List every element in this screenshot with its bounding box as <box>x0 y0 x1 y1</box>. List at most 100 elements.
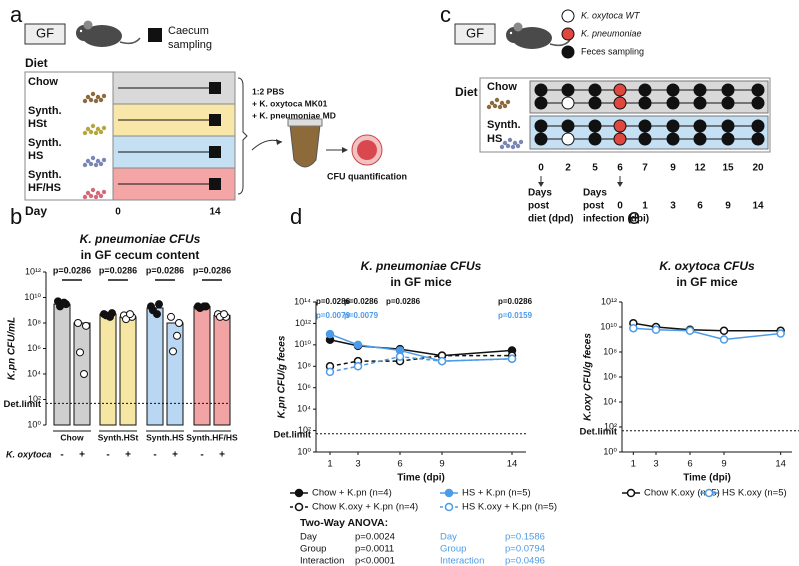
anova-p: p<0.0001 <box>355 556 395 566</box>
diet-name: Chow <box>487 81 517 93</box>
data-point <box>629 323 638 333</box>
data-point <box>74 319 82 327</box>
sampling-dot <box>534 96 548 110</box>
data-point <box>719 335 729 344</box>
pellet <box>93 98 99 104</box>
y-tick-label: 10⁴ <box>297 404 311 414</box>
legend-marker <box>444 502 454 512</box>
y-tick-label: 10⁴ <box>27 368 41 378</box>
sampling-dot <box>638 96 652 110</box>
sampling-mark <box>209 82 221 94</box>
chart-subtitle: in GF mice <box>390 275 452 289</box>
pellet <box>518 139 524 145</box>
dpi-tick: 14 <box>752 201 764 212</box>
p-value: p=0.0286 <box>53 265 91 275</box>
pellet <box>90 123 96 129</box>
sampling-dot <box>613 83 627 97</box>
pellet <box>505 99 511 105</box>
y-tick-label: 10¹² <box>601 296 617 306</box>
day-tick: 20 <box>752 163 764 174</box>
legend-dot <box>561 9 575 23</box>
mouse-body <box>82 25 122 47</box>
gf-label: GF <box>466 25 484 40</box>
x-axis-label: Time (dpi) <box>683 473 731 484</box>
pellet <box>98 97 104 103</box>
pellet <box>502 140 508 146</box>
x-tick-label: 6 <box>397 459 402 470</box>
y-tick-label: 10¹⁴ <box>294 296 311 306</box>
legend-text: Chow K.oxy (n=5) <box>644 488 720 499</box>
chart-subtitle: in GF cecum content <box>81 248 200 262</box>
y-tick-label: 10⁶ <box>297 382 311 392</box>
sampling-dot <box>666 132 680 146</box>
y-tick-label: 10⁰ <box>297 446 311 456</box>
y-tick-label: 10¹⁰ <box>600 321 617 331</box>
dpi-tick: 1 <box>642 201 648 212</box>
anova-term: Day <box>440 532 457 543</box>
mouse-body <box>512 27 552 49</box>
panel-letter: c <box>440 2 451 27</box>
bar <box>99 313 117 426</box>
x-tick-label: + <box>219 450 225 461</box>
legend-dot <box>561 45 575 59</box>
dpi-tick: 0 <box>617 201 623 212</box>
data-point <box>776 329 785 338</box>
group-label: Synth.HF/HS <box>186 432 238 442</box>
y-tick-label: 10⁶ <box>27 343 41 353</box>
arrow-head <box>538 182 544 187</box>
x-tick-label: 1 <box>631 459 636 470</box>
bracket <box>237 77 248 195</box>
data-point <box>437 356 447 366</box>
pellet <box>98 193 104 199</box>
anova-term: Group <box>440 544 466 555</box>
pellet <box>90 187 96 193</box>
legend-text: Feces sampling <box>581 46 644 56</box>
p-value: p=0.0286 <box>193 265 231 275</box>
group-label: Synth.HS <box>146 432 184 442</box>
pellet <box>82 130 88 136</box>
dpd-label: Days <box>528 188 552 199</box>
bar <box>53 303 71 426</box>
data-point <box>60 298 68 307</box>
pellet <box>515 143 521 149</box>
y-axis-label: K.pn CFU/mL <box>7 317 18 380</box>
pellet <box>499 144 505 150</box>
inoculum-text: 1:2 PBS <box>252 86 284 96</box>
panel-letter: b <box>10 204 22 229</box>
data-point <box>106 312 114 321</box>
y-tick-label: 10¹⁰ <box>294 339 311 349</box>
sampling-dot <box>751 132 765 146</box>
day-tick: 12 <box>694 163 706 174</box>
pellet <box>101 189 107 195</box>
p-value: p=0.0286 <box>344 297 379 306</box>
pellet <box>85 126 91 132</box>
sampling-dot <box>561 119 575 133</box>
sampling-dot <box>588 119 602 133</box>
det-label: Det.limit <box>580 426 618 437</box>
data-point <box>220 310 228 319</box>
sampling-dot <box>638 83 652 97</box>
sampling-dot <box>613 96 627 110</box>
anova-term: Group <box>300 544 326 555</box>
petri-inner <box>357 140 377 160</box>
sampling-dot <box>751 83 765 97</box>
chart-title: K. oxytoca CFUs <box>659 259 755 273</box>
diet-name: HS <box>487 133 502 145</box>
pellet <box>90 155 96 161</box>
sampling-dot <box>638 119 652 133</box>
x-tick-label: + <box>125 450 131 461</box>
data-point <box>325 367 335 377</box>
pellet <box>82 162 88 168</box>
factor-label: K. oxytoca <box>6 449 52 459</box>
x-tick-label: + <box>172 450 178 461</box>
arrow-head <box>342 147 348 153</box>
mouse-eye <box>79 29 83 33</box>
legend-text: HS K.oxy (n=5) <box>722 488 787 499</box>
arrow-head <box>617 182 623 187</box>
legend-dot <box>561 27 575 41</box>
sampling-dot <box>666 96 680 110</box>
sampling-dot <box>588 132 602 146</box>
dpd-label: post <box>528 201 550 212</box>
anova-p: p=0.0011 <box>355 544 394 555</box>
diet-name: Synth. <box>28 137 62 149</box>
